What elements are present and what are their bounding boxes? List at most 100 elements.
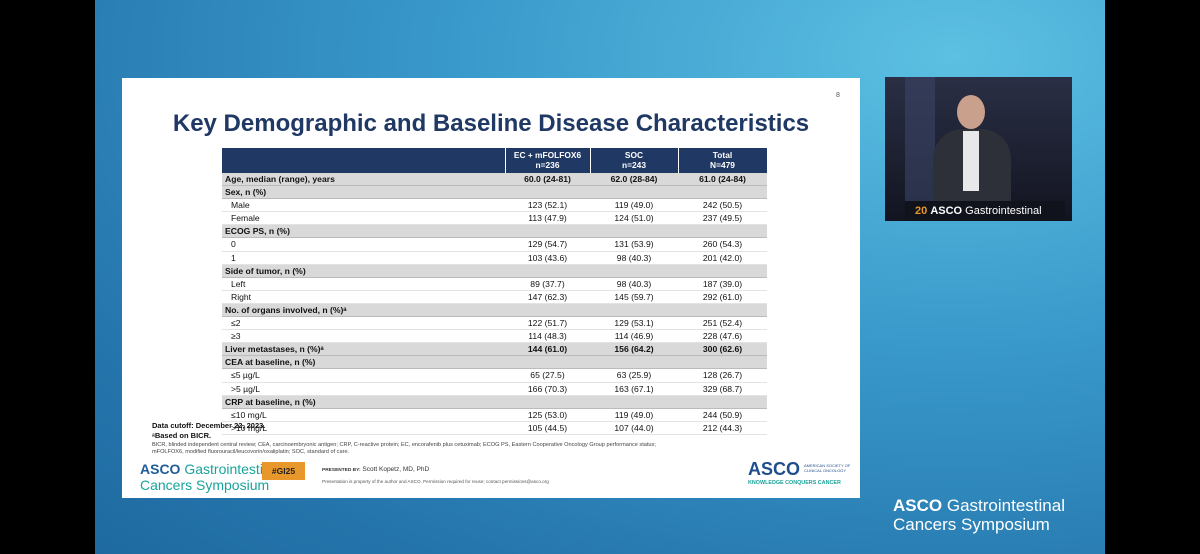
cell-value: 187 (39.0) <box>702 278 743 289</box>
podium-name: Gastrointestinal <box>965 205 1042 217</box>
cell-value: 113 (47.9) <box>528 213 567 224</box>
row-label: ≤5 µg/L <box>231 370 260 381</box>
cell-value: 166 (70.3) <box>527 383 568 394</box>
podium: 20 ASCO Gastrointestinal <box>905 201 1065 221</box>
header-cell: SOC n=243 <box>590 150 678 170</box>
cell-value: 107 (44.0) <box>614 422 654 433</box>
header-line: Total <box>712 150 733 160</box>
table-row: Liver metastases, n (%)ᵃ 144 (61.0) 156 (6… <box>222 343 767 357</box>
cell-value: 124 (51.0) <box>614 213 654 224</box>
row-label: Side of tumor, n (%) <box>225 265 306 276</box>
podium-year: 20 <box>915 205 928 217</box>
podium-asco: ASCO <box>930 205 963 217</box>
row-label: >10 mg/L <box>231 422 268 433</box>
cell-value: 329 (68.7) <box>702 383 743 394</box>
cell-value: 212 (44.3) <box>702 422 743 433</box>
cell-value: 300 (62.6) <box>702 344 743 355</box>
row-label: CRP at baseline, n (%) <box>225 396 316 407</box>
cell-value: 147 (62.3) <box>527 291 568 302</box>
cell-value: 122 (51.7) <box>527 318 568 329</box>
cell-value: 103 (43.6) <box>527 252 568 263</box>
cell-value: 105 (44.5) <box>527 422 568 433</box>
cell-value: 114 (48.3) <box>528 331 567 342</box>
cell-value: 251 (52.4) <box>702 318 743 329</box>
header-line: n=243 <box>622 159 646 170</box>
table-row: Left 89 (37.7) 98 (40.3) 187 (39.0) <box>222 278 767 291</box>
cell-value: 119 (49.0) <box>614 409 654 420</box>
presenter: PRESENTED BY: Scott Kopetz, MD, PhD <box>322 466 429 473</box>
row-label: 0 <box>231 239 236 250</box>
header-divider <box>590 148 591 173</box>
logo-asco: ASCO <box>140 461 181 477</box>
speaker-shirt <box>963 131 979 191</box>
row-label: >5 µg/L <box>231 383 261 394</box>
society-line: CLINICAL ONCOLOGY <box>804 468 847 473</box>
table-header: EC + mFOLFOX6 n=236 SOC n=243 Total N=479 <box>222 148 767 173</box>
row-label: 1 <box>231 252 236 263</box>
row-label: Male <box>231 200 250 211</box>
cell-value: 129 (53.1) <box>614 318 654 329</box>
slide: 8 Key Demographic and Baseline Disease C… <box>122 78 860 498</box>
cell-value: 242 (50.5) <box>702 200 743 211</box>
presenter-name: Scott Kopetz, MD, PhD <box>362 466 430 473</box>
cell-value: 244 (50.9) <box>702 409 743 420</box>
row-label: CEA at baseline, n (%) <box>225 357 316 368</box>
logo-gi: Gastrointestinal <box>184 461 282 477</box>
header-line: N=479 <box>710 159 735 170</box>
table-row: Right 147 (62.3) 145 (59.7) 292 (61.0) <box>222 291 767 304</box>
cell-value: 125 (53.0) <box>527 409 568 420</box>
header-line: SOC <box>624 150 644 160</box>
row-label: ECOG PS, n (%) <box>225 226 290 237</box>
brand-gi: Gastrointestinal <box>946 496 1065 515</box>
abbreviation-line: mFOLFOX6, modified fluorouracil/leucovor… <box>152 449 350 455</box>
tagline: KNOWLEDGE CONQUERS CANCER <box>748 480 841 486</box>
header-cell: Total N=479 <box>678 150 767 170</box>
table: EC + mFOLFOX6 n=236 SOC n=243 Total N=479 Age,… <box>222 148 767 435</box>
slide-title: Key Demographic and Baseline Disease Cha… <box>172 110 810 137</box>
header-divider <box>505 148 506 173</box>
table-row: >10 mg/L 105 (44.5) 107 (44.0) 212 (44.3) <box>222 422 767 435</box>
society: AMERICAN SOCIETY OF CLINICAL ONCOLOGY <box>804 463 850 473</box>
row-label: Right <box>231 291 252 302</box>
cell-value: 60.0 (24-81) <box>524 174 571 184</box>
table-row: 1 103 (43.6) 98 (40.3) 201 (42.0) <box>222 252 767 265</box>
cell-value: 61.0 (24-84) <box>699 174 746 184</box>
cell-value: 163 (67.1) <box>614 383 654 394</box>
footer-logo: ASCO Gastrointestinal Cancers Symposium <box>140 461 282 493</box>
cell-value: 65 (27.5) <box>530 370 565 381</box>
header-cell: EC + mFOLFOX6 n=236 <box>505 150 590 170</box>
presented-by: PRESENTED BY: <box>322 468 361 473</box>
row-label: Age, median (range), years <box>225 174 335 184</box>
row-label: Female <box>231 213 260 224</box>
cell-value: 63 (25.9) <box>616 370 652 381</box>
speaker-video: 20 ASCO Gastrointestinal <box>885 77 1072 221</box>
cell-value: 228 (47.6) <box>702 331 743 342</box>
row-label: Left <box>231 278 246 289</box>
row-label: ≤2 <box>231 318 241 329</box>
cell-value: 145 (59.7) <box>614 291 654 302</box>
cell-value: 129 (54.7) <box>527 239 568 250</box>
cutoff-note: Data cutoff: December 22, 2023. <box>152 421 266 430</box>
branding: ASCO Gastrointestinal Cancers Symposium <box>893 496 1065 534</box>
cell-value: 201 (42.0) <box>702 252 743 263</box>
cell-value: 237 (49.5) <box>702 213 743 224</box>
cell-value: 292 (61.0) <box>702 291 743 302</box>
brand-asco: ASCO <box>893 496 943 515</box>
table-row: Male 123 (52.1) 119 (49.0) 242 (50.5) <box>222 199 767 213</box>
brand-symposium: Cancers Symposium <box>893 515 1050 534</box>
table-row: ECOG PS, n (%) <box>222 225 767 239</box>
logo-symposium: Cancers Symposium <box>140 477 270 493</box>
cell-value: 89 (37.7) <box>530 278 565 289</box>
slide-number: 8 <box>836 92 840 99</box>
row-label: Sex, n (%) <box>225 187 267 198</box>
table-row: CEA at baseline, n (%) <box>222 356 767 370</box>
table-row: Female 113 (47.9) 124 (51.0) 237 (49.5) <box>222 212 767 226</box>
cell-value: 144 (61.0) <box>527 344 568 355</box>
cell-value: 260 (54.3) <box>702 239 743 250</box>
table-row: CRP at baseline, n (%) <box>222 395 767 409</box>
backdrop-panel <box>905 77 935 221</box>
table-row: 0 129 (54.7) 131 (53.9) 260 (54.3) <box>222 238 767 252</box>
table-row: ≤2 122 (51.7) 129 (53.1) 251 (52.4) <box>222 317 767 331</box>
society-line: AMERICAN SOCIETY OF <box>804 463 851 468</box>
cell-value: 62.0 (28-84) <box>610 174 658 184</box>
